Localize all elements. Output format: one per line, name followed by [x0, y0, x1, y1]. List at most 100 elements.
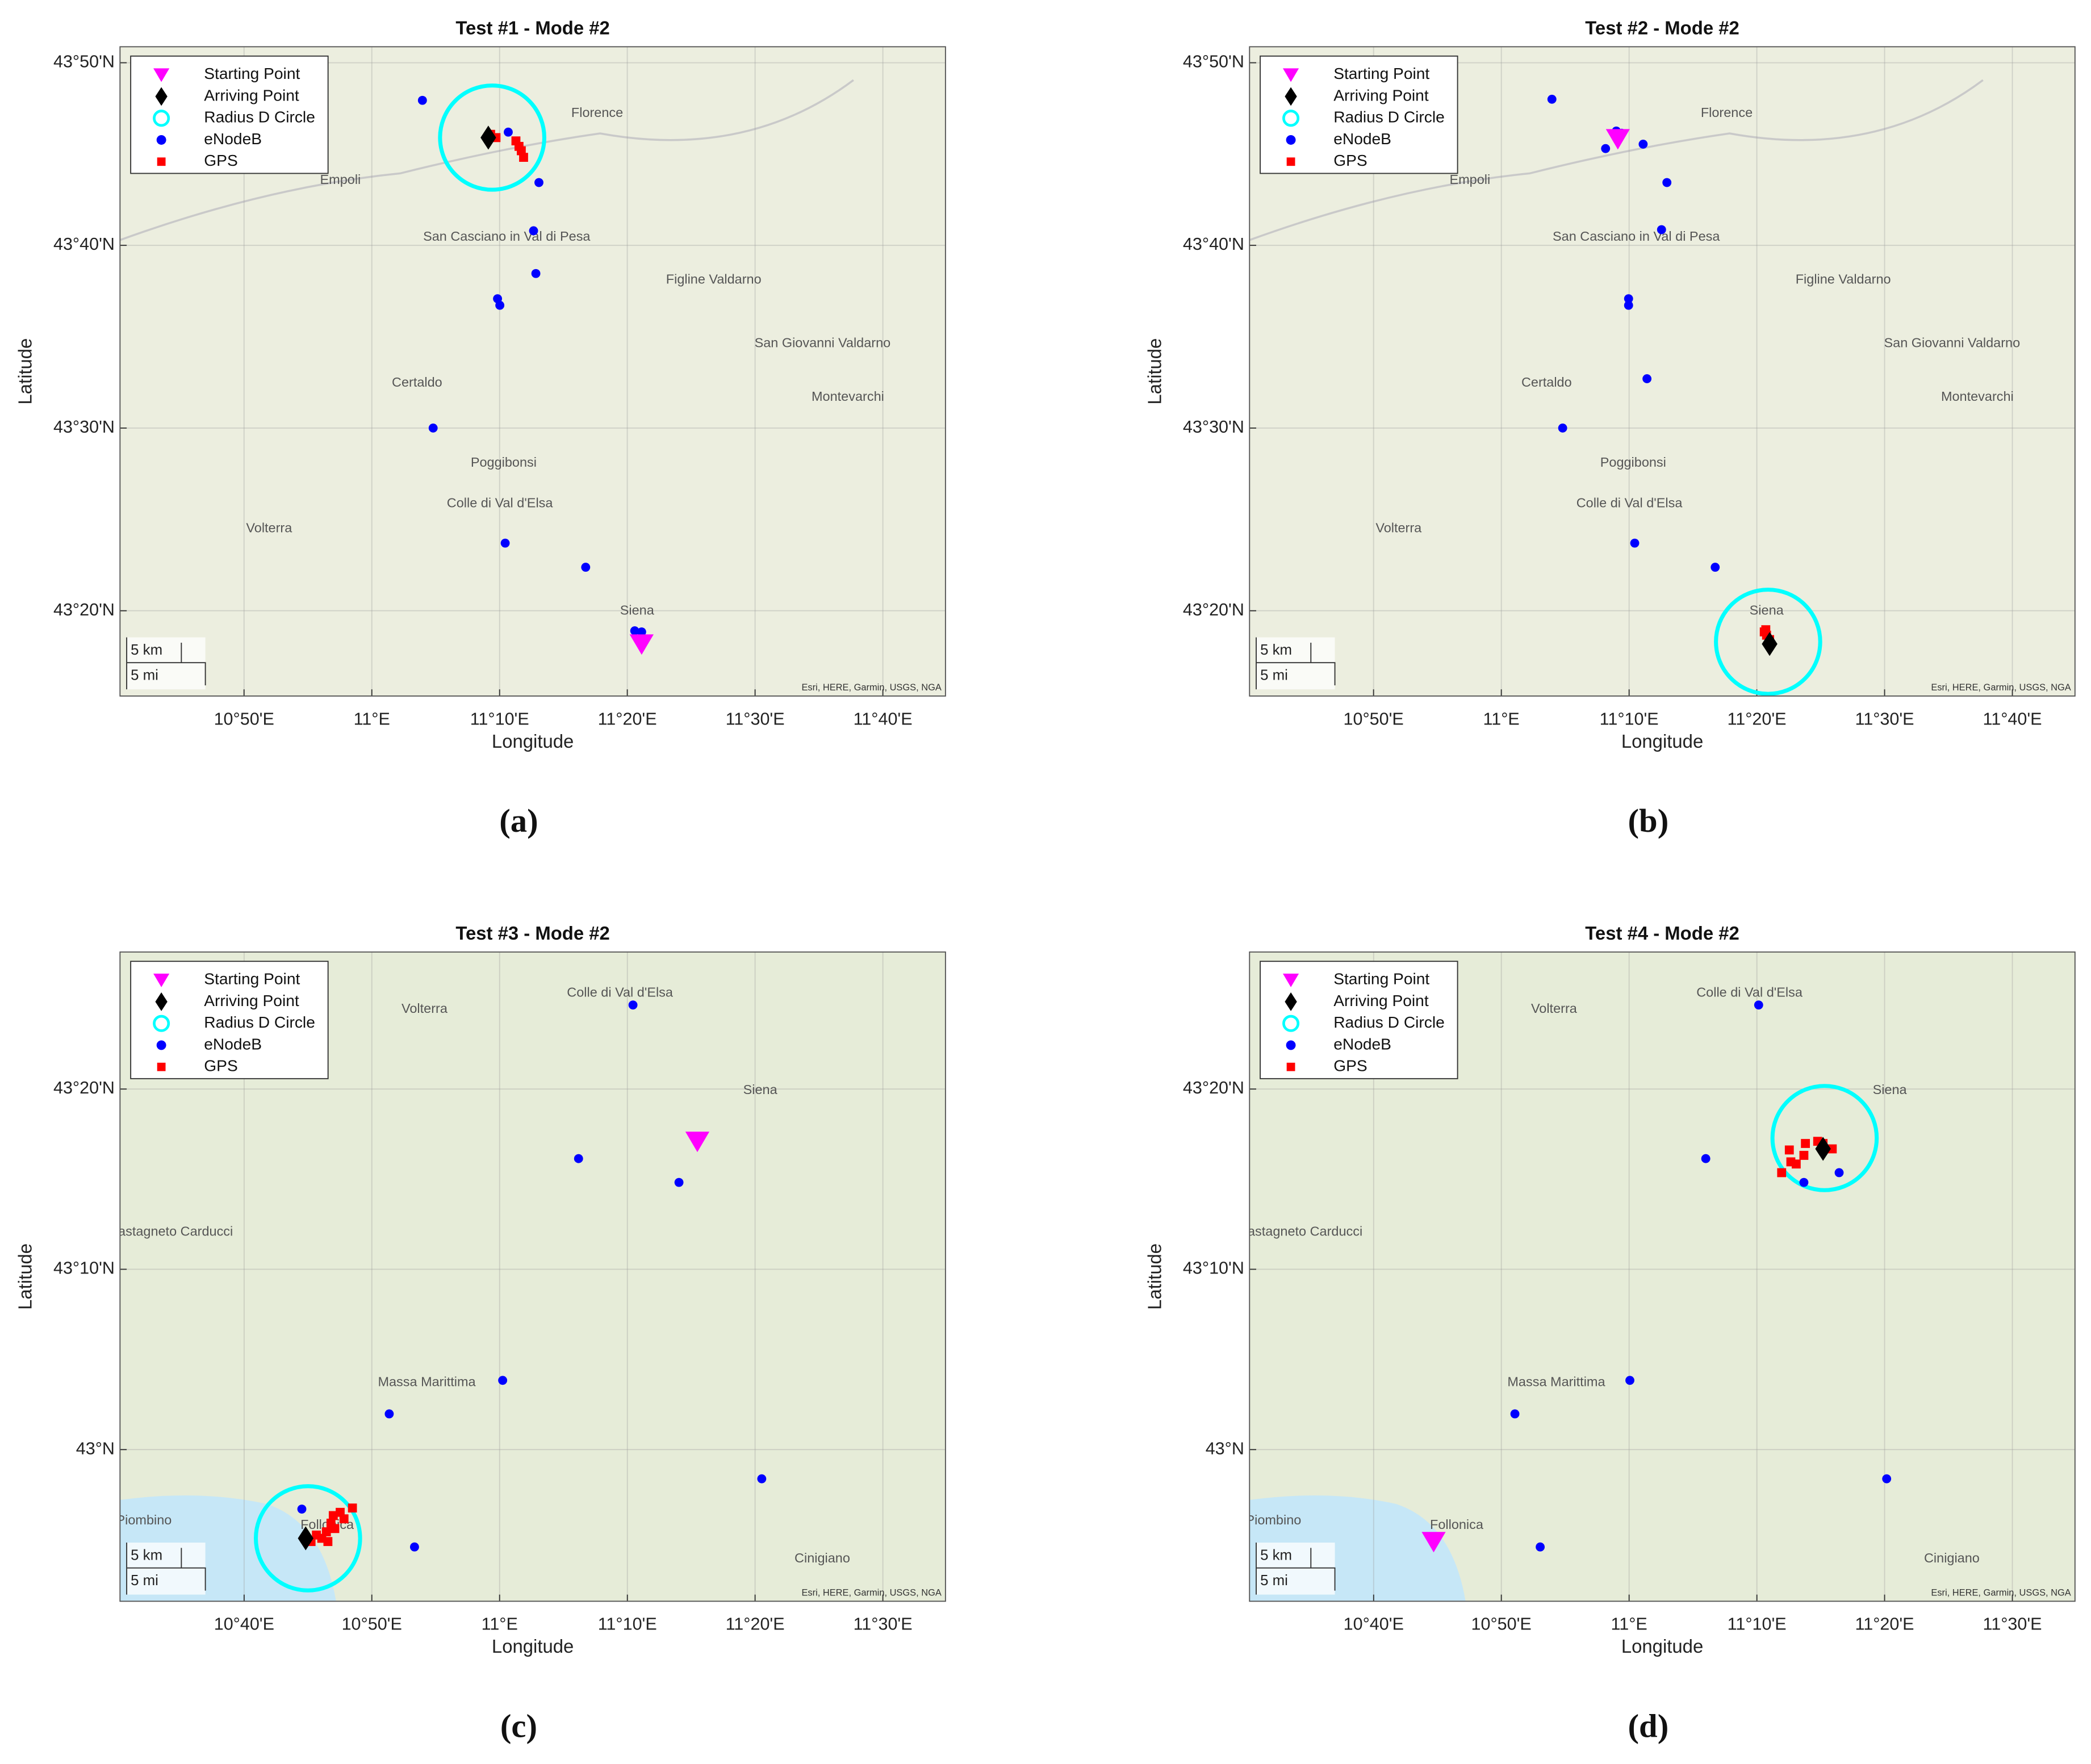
y-axis-label: Latitude: [15, 338, 36, 405]
scale-bar-box: [127, 637, 206, 690]
scale-bar-box: [1256, 1543, 1335, 1595]
legend-label: GPS: [1333, 1057, 1367, 1075]
x-tick-label: 11°10'E: [598, 1615, 657, 1634]
marks: [1547, 94, 1822, 696]
scale-bar-label: 5 km: [131, 642, 162, 658]
place-label: Montevarchi: [812, 389, 884, 404]
y-tick-label: 43°40'N: [53, 234, 115, 254]
place-label: Florence: [571, 105, 623, 120]
enodeb-marker: [637, 627, 646, 636]
legend-label: eNodeB: [1333, 1034, 1391, 1053]
place-label: San Giovanni Valdarno: [1884, 335, 2021, 350]
panel-label: (a): [499, 802, 538, 839]
place-label: Massa Marittima: [1507, 1374, 1605, 1389]
legend-label: Starting Point: [204, 64, 300, 82]
gps-marker: [157, 1062, 166, 1071]
place-label: Empoli: [320, 172, 361, 187]
legend-label: Starting Point: [1333, 970, 1429, 988]
x-axis-label: Longitude: [1621, 731, 1703, 752]
y-tick-label: 43°50'N: [1183, 52, 1244, 72]
gps-marker: [519, 153, 528, 162]
gps-marker: [1286, 1062, 1295, 1071]
gps-marker: [330, 1524, 340, 1533]
enodeb-marker: [1638, 140, 1648, 149]
scale-bar-label: 5 km: [1260, 1547, 1292, 1563]
place-label: Poggibonsi: [1600, 455, 1666, 470]
x-tick-label: 10°50'E: [342, 1615, 402, 1634]
place-label: Volterra: [1531, 1001, 1578, 1016]
enodeb-marker: [1625, 1376, 1634, 1385]
place-labels: Florence Empoli San Casciano in Val di Pes…: [246, 105, 890, 617]
place-label: San Casciano in Val di Pesa: [1553, 229, 1720, 244]
x-tick-label: 11°30'E: [854, 1615, 913, 1634]
x-tick-label: 11°10'E: [1728, 1615, 1787, 1634]
enodeb-marker: [1657, 225, 1666, 234]
gps-marker: [323, 1537, 333, 1547]
scale-bar: [126, 637, 206, 690]
enodeb-marker: [757, 1474, 767, 1484]
x-tick-label: 11°40'E: [1983, 709, 2042, 728]
enodeb-marker: [156, 135, 166, 145]
place-label: Castagneto Carducci: [1238, 1224, 1362, 1238]
enodeb-marker: [495, 300, 505, 310]
place-labels: Volterra Colle di Val d'Elsa Siena Castagne…: [1238, 984, 1980, 1565]
place-label: Colle di Val d'Elsa: [447, 495, 554, 510]
y-tick-label: 43°N: [76, 1439, 115, 1458]
start-marker: [629, 634, 654, 655]
start-marker: [1282, 68, 1299, 82]
legend-label: Arriving Point: [204, 86, 299, 104]
x-tick-label: 11°30'E: [726, 709, 785, 728]
place-label: Empoli: [1449, 172, 1490, 187]
x-axis-label: Longitude: [492, 731, 574, 752]
legend-label: GPS: [1333, 151, 1367, 169]
y-axis-label: Latitude: [1144, 338, 1165, 405]
panel: 10°40'E 10°50'E 11°E 11°10'E 11°20'E 11°30'E 4…: [1144, 923, 2076, 1744]
x-tick-label: 11°20'E: [598, 709, 657, 728]
place-label: Colle di Val d'Elsa: [1576, 495, 1683, 510]
enodeb-marker: [574, 1154, 583, 1163]
scale-bar-box: [1256, 637, 1335, 690]
x-tick-label: 11°30'E: [1855, 709, 1914, 728]
x-tick-label: 11°30'E: [1983, 1615, 2042, 1634]
enodeb-marker: [156, 1040, 166, 1050]
gps-marker: [328, 1511, 338, 1520]
x-tick-label: 11°20'E: [1728, 709, 1787, 728]
enodeb-marker: [1624, 300, 1633, 310]
enodeb-marker: [1882, 1474, 1892, 1484]
panel-label: (c): [500, 1707, 537, 1744]
axes-frame: [119, 951, 946, 1602]
gps-marker: [1784, 1145, 1794, 1155]
place-label: Volterra: [246, 521, 292, 535]
start-marker: [685, 1132, 710, 1153]
place-label: Massa Marittima: [378, 1374, 476, 1389]
x-tick-label: 11°E: [482, 1615, 518, 1634]
attribution: Esri, HERE, Garmin, USGS, NGA: [1931, 1588, 2071, 1598]
attribution: Esri, HERE, Garmin, USGS, NGA: [1931, 682, 2071, 693]
enodeb-marker: [1701, 1154, 1711, 1163]
gps-marker: [1827, 1144, 1837, 1154]
scale-bar: [1256, 637, 1336, 690]
enodeb-marker: [409, 1542, 419, 1552]
place-label: Siena: [620, 603, 655, 618]
place-labels: Volterra Colle di Val d'Elsa Siena Castagne…: [108, 984, 850, 1565]
legend-label: Arriving Point: [1333, 86, 1429, 104]
place-label: Certaldo: [1521, 375, 1572, 389]
place-label: Siena: [743, 1082, 778, 1097]
enodeb-marker: [1536, 1542, 1545, 1552]
enodeb-marker: [628, 1000, 638, 1010]
y-axis-label: Latitude: [1144, 1243, 1165, 1310]
gps-marker: [1799, 1151, 1809, 1160]
scale-bar: [126, 1543, 206, 1595]
panel: 10°40'E 10°50'E 11°E 11°10'E 11°20'E 11°30'E 4…: [15, 923, 946, 1744]
enodeb-marker: [1286, 1040, 1296, 1050]
x-axis-label: Longitude: [1621, 1636, 1703, 1657]
x-tick-label: 11°E: [1483, 709, 1520, 728]
enodeb-marker: [1711, 563, 1720, 572]
x-tick-label: 10°40'E: [1344, 1615, 1404, 1634]
place-label: Castagneto Carducci: [108, 1224, 233, 1238]
enodeb-marker: [1754, 1000, 1763, 1010]
place-label: Volterra: [402, 1001, 448, 1016]
legend-label: Arriving Point: [1333, 991, 1429, 1009]
gps-marker: [1777, 1168, 1787, 1178]
arrive-marker: [480, 125, 496, 150]
